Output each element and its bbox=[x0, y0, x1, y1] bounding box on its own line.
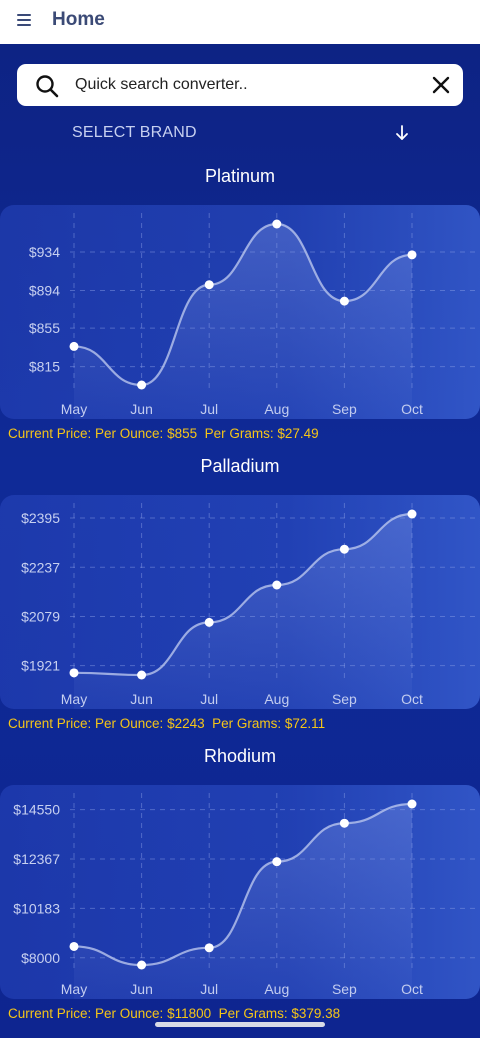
data-point[interactable] bbox=[204, 943, 214, 953]
y-tick-label: $815 bbox=[29, 359, 60, 375]
data-point[interactable] bbox=[339, 818, 349, 828]
y-tick-label: $14550 bbox=[13, 802, 60, 818]
app-bar: Home bbox=[0, 0, 480, 44]
y-tick-label: $855 bbox=[29, 320, 60, 336]
data-point[interactable] bbox=[137, 380, 147, 390]
data-point[interactable] bbox=[204, 617, 214, 627]
per-grams-value: $379.38 bbox=[291, 1006, 341, 1021]
y-tick-label: $8000 bbox=[21, 950, 60, 966]
palladium-chart: $1921$2079$2237$2395MayJunJulAugSepOct bbox=[0, 495, 480, 709]
data-point[interactable] bbox=[137, 960, 147, 970]
page-title: Home bbox=[52, 9, 105, 30]
y-tick-label: $2237 bbox=[21, 559, 60, 575]
platinum-chart: $815$855$894$934MayJunJulAugSepOct bbox=[0, 205, 480, 419]
grams-prefix: Per Grams: bbox=[212, 716, 285, 731]
series-area bbox=[74, 224, 412, 419]
search-bar bbox=[17, 64, 463, 106]
per-grams-value: $72.11 bbox=[284, 716, 326, 731]
platinum-title: Platinum bbox=[204, 166, 276, 186]
per-grams-value: $27.49 bbox=[277, 426, 319, 441]
data-point[interactable] bbox=[407, 799, 417, 809]
home-indicator[interactable] bbox=[155, 1022, 325, 1027]
data-point[interactable] bbox=[272, 580, 282, 590]
price-prefix: Current Price: Per Ounce: bbox=[8, 426, 168, 441]
data-point[interactable] bbox=[69, 668, 79, 678]
data-point[interactable] bbox=[204, 280, 214, 290]
data-point[interactable] bbox=[69, 341, 79, 351]
series-area bbox=[74, 514, 412, 709]
palladium-title: Palladium bbox=[200, 456, 280, 476]
select-brand-dropdown[interactable]: SELECT BRAND bbox=[72, 122, 412, 146]
y-tick-label: $2079 bbox=[21, 608, 60, 624]
data-point[interactable] bbox=[272, 857, 282, 867]
data-point[interactable] bbox=[137, 670, 147, 680]
grams-prefix: Per Grams: bbox=[218, 1006, 292, 1021]
per-ounce-value: $855 bbox=[167, 426, 198, 441]
data-point[interactable] bbox=[407, 509, 417, 519]
price-prefix: Current Price: Per Ounce: bbox=[8, 716, 168, 731]
y-tick-label: $10183 bbox=[13, 900, 60, 916]
arrow-down-icon bbox=[396, 125, 408, 140]
series-area bbox=[74, 804, 412, 999]
grams-prefix: Per Grams: bbox=[204, 426, 278, 441]
y-tick-label: $2395 bbox=[21, 510, 60, 526]
y-tick-label: $894 bbox=[29, 283, 60, 299]
data-point[interactable] bbox=[339, 544, 349, 554]
y-tick-label: $1921 bbox=[21, 658, 60, 674]
per-ounce-value: $11800 bbox=[167, 1006, 212, 1021]
select-brand-label: SELECT BRAND bbox=[72, 124, 197, 141]
platinum-chart-svg: $815$855$894$934MayJunJulAugSepOct bbox=[29, 213, 480, 419]
palladium-chart-svg: $1921$2079$2237$2395MayJunJulAugSepOct bbox=[21, 503, 480, 709]
rhodium-price-line: Current Price: Per Ounce: $11800 Per Gra… bbox=[8, 1006, 340, 1021]
y-tick-label: $934 bbox=[29, 244, 60, 260]
y-tick-label: $12367 bbox=[13, 851, 60, 867]
data-point[interactable] bbox=[272, 219, 282, 229]
data-point[interactable] bbox=[69, 941, 79, 951]
data-point[interactable] bbox=[339, 296, 349, 306]
rhodium-title: Rhodium bbox=[203, 746, 277, 766]
rhodium-chart-svg: $8000$10183$12367$14550MayJunJulAugSepOc… bbox=[13, 793, 480, 999]
search-input[interactable] bbox=[75, 72, 415, 98]
per-ounce-value: $2243 bbox=[167, 716, 205, 731]
rhodium-chart: $8000$10183$12367$14550MayJunJulAugSepOc… bbox=[0, 785, 480, 999]
hamburger-menu-icon[interactable] bbox=[17, 14, 31, 26]
data-point[interactable] bbox=[407, 250, 417, 260]
price-prefix: Current Price: Per Ounce: bbox=[8, 1006, 168, 1021]
search-icon[interactable] bbox=[35, 74, 59, 98]
palladium-price-line: Current Price: Per Ounce: $2243 Per Gram… bbox=[8, 716, 325, 731]
platinum-price-line: Current Price: Per Ounce: $855 Per Grams… bbox=[8, 426, 319, 441]
close-icon[interactable] bbox=[431, 75, 451, 95]
